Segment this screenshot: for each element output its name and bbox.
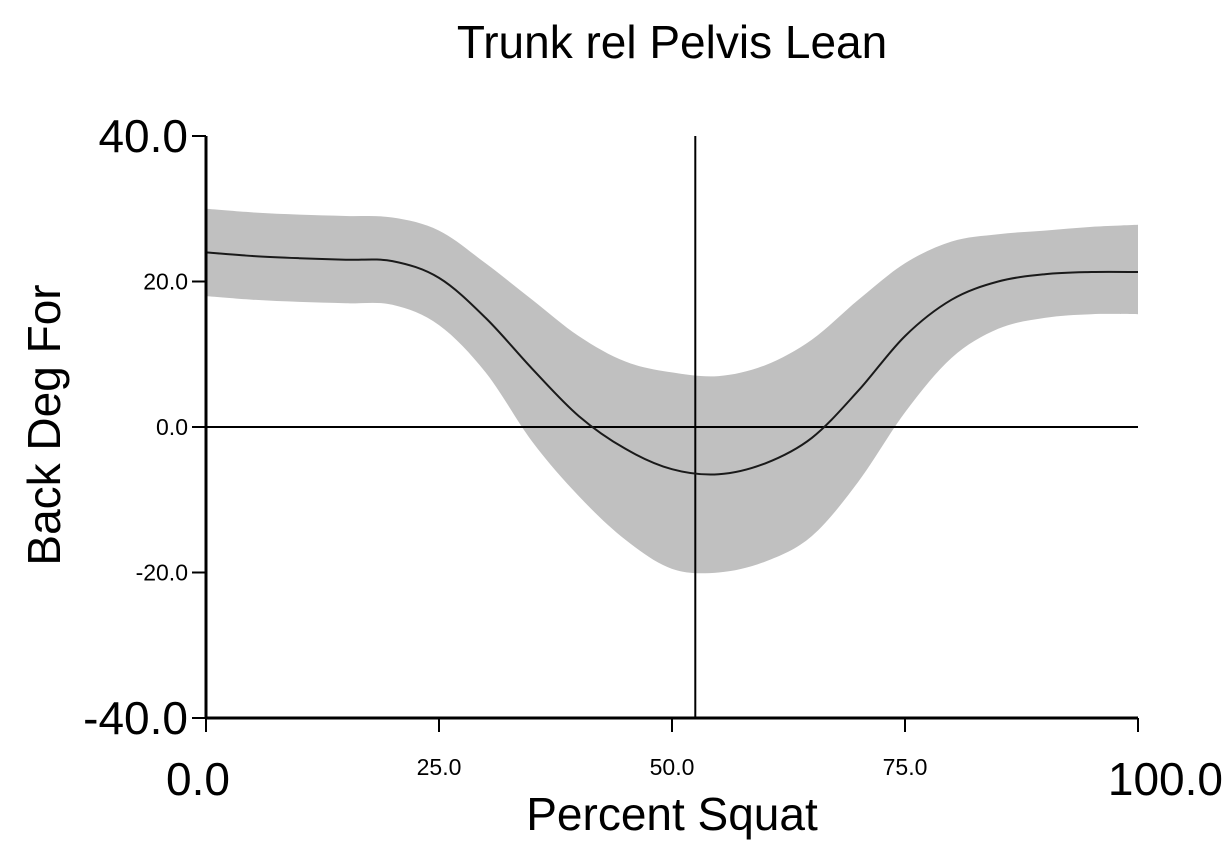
x-tick-label: 100.0 (1108, 753, 1223, 805)
x-tick-label: 50.0 (650, 754, 695, 780)
confidence-band (206, 208, 1138, 574)
x-tick-label: 0.0 (166, 753, 230, 805)
y-tick-label: 20.0 (143, 269, 188, 295)
y-axis-label: Back Deg For (18, 284, 70, 565)
band-area (206, 208, 1138, 574)
tick-labels: 40.0 20.0 0.0 -20.0 -40.0 0.0 25.0 50.0 75.0 100.… (83, 110, 1223, 805)
y-tick-label: 40.0 (98, 110, 188, 162)
y-tick-label: -20.0 (136, 560, 188, 586)
y-tick-label: 0.0 (156, 414, 188, 440)
x-tick-label: 75.0 (883, 754, 928, 780)
mean-line (205, 251, 1139, 476)
chart-title: Trunk rel Pelvis Lean (457, 16, 887, 68)
reference-lines (206, 136, 1138, 718)
series-line (205, 251, 1139, 476)
x-tick-label: 25.0 (417, 754, 462, 780)
y-tick-label: -40.0 (83, 692, 188, 744)
x-axis-label: Percent Squat (526, 788, 818, 840)
